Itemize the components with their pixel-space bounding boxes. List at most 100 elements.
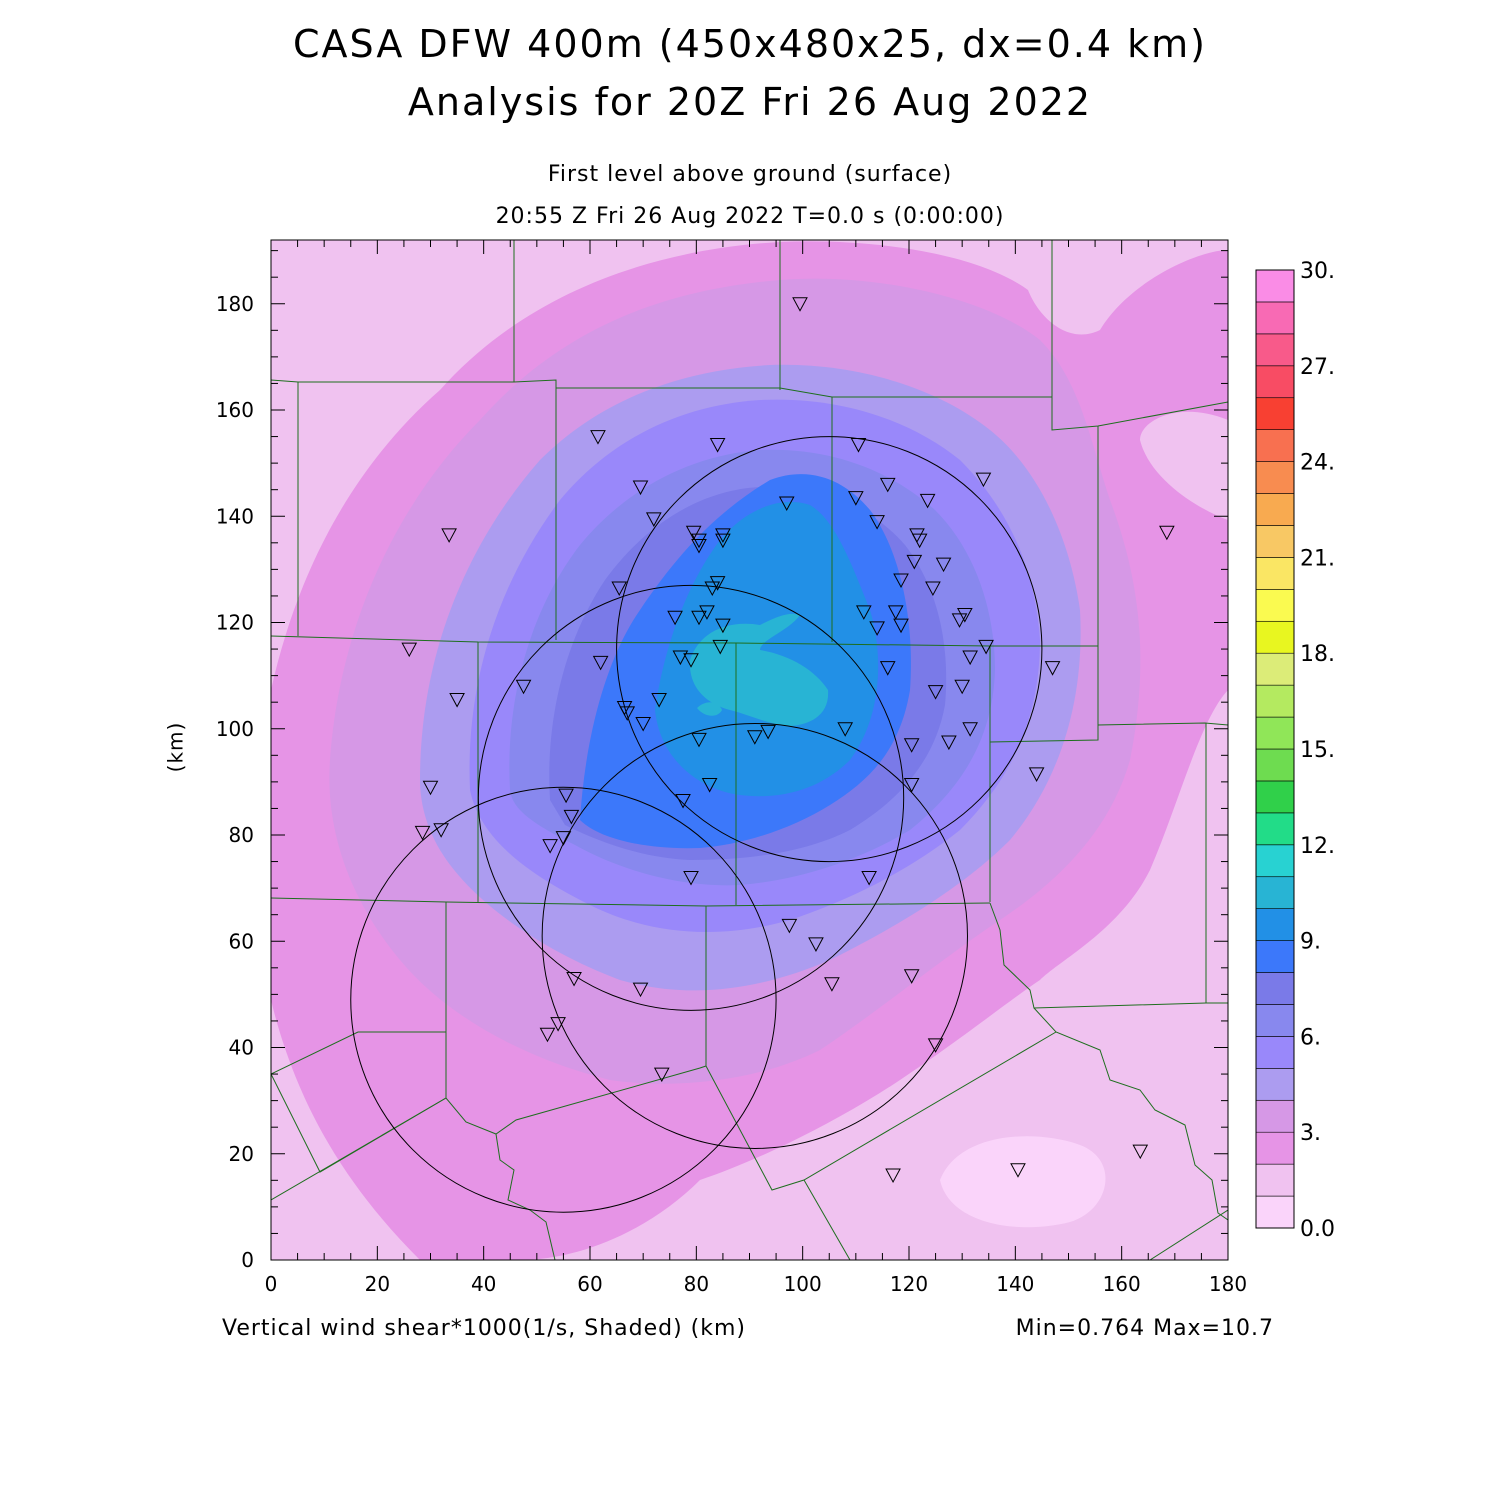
station-marker: [611, 581, 628, 597]
station-marker: [683, 871, 699, 886]
station-marker: [824, 977, 840, 992]
station-marker: [691, 533, 707, 549]
station-marker: [954, 679, 971, 695]
station-marker: [653, 1067, 670, 1083]
shade-level-10: [689, 613, 829, 726]
station-marker: [887, 605, 904, 620]
station-marker: [542, 839, 558, 854]
station-marker: [911, 533, 928, 549]
y-tick-label: 20: [229, 1142, 254, 1166]
station-marker: [715, 528, 731, 543]
radar-ring-3: [541, 722, 968, 1149]
x-tick-label: 140: [996, 1272, 1034, 1296]
station-marker: [414, 825, 431, 841]
colorbar-swatch: [1255, 333, 1295, 367]
station-marker: [746, 730, 763, 745]
colorbar: [1255, 269, 1295, 1229]
x-tick-label: 160: [1103, 1272, 1141, 1296]
colorbar-label: 6.: [1300, 1025, 1321, 1050]
colorbar-swatch: [1255, 589, 1295, 622]
shaded-field: [271, 240, 1228, 1260]
station-marker: [781, 918, 798, 934]
station-marker: [704, 581, 721, 597]
colorbar-swatch: [1255, 397, 1295, 430]
colorbar-swatch: [1255, 301, 1295, 335]
colorbar-swatch: [1255, 908, 1295, 941]
colorbar-swatch: [1255, 1131, 1295, 1165]
station-marker: [808, 937, 824, 952]
x-axis-tick-labels: 0 20 40 60 80 100 120 140 160 180: [265, 1272, 1247, 1296]
station-marker: [962, 650, 978, 666]
colorbar-label: 30.: [1300, 259, 1335, 284]
colorbar-swatch: [1255, 1068, 1295, 1101]
x-tick-label: 40: [471, 1272, 496, 1296]
station-marker: [715, 533, 731, 549]
colorbar-swatch: [1255, 1163, 1295, 1197]
colorbar-swatch: [1255, 940, 1295, 973]
station-marker: [699, 605, 715, 620]
variable-caption: Vertical wind shear*1000(1/s, Shaded) (k…: [222, 1316, 747, 1341]
station-marker: [1044, 661, 1061, 676]
station-marker: [701, 778, 718, 793]
station-marker: [903, 969, 920, 984]
x-tick-label: 180: [1209, 1272, 1247, 1296]
station-marker: [893, 618, 909, 634]
station-marker: [1028, 767, 1045, 782]
station-marker: [869, 515, 885, 530]
station-marker: [760, 724, 776, 740]
station-marker: [515, 679, 532, 695]
station-marker: [449, 693, 465, 708]
station-marker: [919, 493, 936, 509]
station-marker: [691, 610, 707, 626]
colorbar-labels: 30. 27. 24. 21. 18. 15. 12. 9. 6. 3. 0.0: [1300, 259, 1335, 1242]
station-marker: [683, 653, 699, 668]
station-marker: [778, 496, 795, 512]
colorbar-swatch: [1255, 1195, 1295, 1229]
colorbar-swatch: [1255, 972, 1295, 1005]
station-marker: [712, 639, 729, 655]
station-marker: [951, 613, 968, 628]
axis-ticks: [270, 240, 1229, 1261]
station-marker: [850, 438, 867, 453]
colorbar-swatch: [1255, 844, 1295, 878]
colorbar-swatch: [1255, 652, 1295, 686]
station-marker: [433, 823, 449, 838]
colorbar-swatch: [1255, 1036, 1295, 1069]
colorbar-swatch: [1255, 461, 1295, 494]
radar-ring-1: [616, 436, 1043, 863]
colorbar-swatch: [1255, 876, 1295, 909]
x-tick-label: 60: [577, 1272, 602, 1296]
station-marker: [885, 1168, 901, 1184]
colorbar-swatch: [1255, 1099, 1295, 1133]
station-marker: [869, 621, 885, 636]
colorbar-label: 3.: [1300, 1121, 1321, 1146]
colorbar-label: 12.: [1300, 834, 1335, 859]
colorbar-label: 18.: [1300, 642, 1335, 667]
map-title: CASA DFW 400m (450x480x25, dx=0.4 km): [292, 22, 1207, 66]
station-marker: [1132, 1144, 1149, 1160]
colorbar-swatch: [1255, 716, 1295, 750]
y-axis-tick-labels: 0 20 40 60 80 100 120 140 160 180: [216, 292, 254, 1272]
station-marker: [861, 871, 877, 886]
station-marker: [632, 982, 649, 998]
colorbar-label: 0.0: [1300, 1217, 1335, 1242]
county-boundaries: [271, 240, 1228, 1260]
y-tick-label: 60: [229, 929, 254, 953]
station-marker: [675, 793, 691, 809]
station-marker: [978, 639, 994, 655]
station-marker: [962, 722, 978, 737]
station-marker: [847, 491, 864, 506]
station-marker: [956, 608, 973, 623]
station-marker: [691, 732, 707, 748]
station-marker: [667, 610, 683, 626]
station-marker: [975, 472, 992, 488]
station-marker: [558, 788, 574, 804]
colorbar-label: 9.: [1300, 930, 1321, 955]
station-marker: [441, 528, 457, 543]
station-marker: [927, 1038, 944, 1053]
colorbar-swatch: [1255, 365, 1295, 399]
x-tick-label: 0: [265, 1272, 278, 1296]
station-marker: [635, 716, 652, 732]
station-marker: [1159, 525, 1175, 541]
